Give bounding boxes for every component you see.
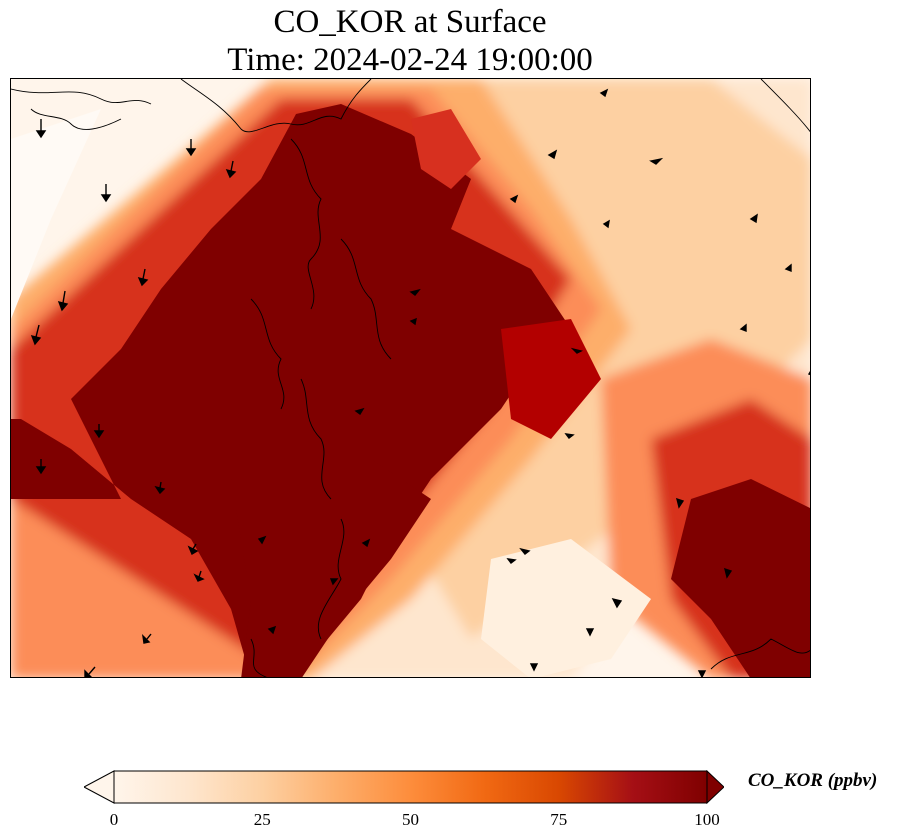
wind-vector	[329, 578, 339, 586]
map-panel	[10, 78, 811, 678]
low-patch-south	[481, 539, 651, 677]
wind-vector	[547, 149, 558, 160]
wind-vector	[724, 567, 733, 579]
colorbar-extend-min	[84, 770, 115, 804]
wind-vector	[739, 323, 747, 333]
wind-vector	[30, 324, 42, 346]
coastline-ne	[760, 79, 810, 133]
wind-vector	[697, 670, 707, 677]
wind-vector	[354, 407, 365, 416]
wind-vector	[35, 459, 47, 475]
low-patch-west	[11, 109, 101, 319]
plume-core	[11, 104, 571, 677]
wind-vector	[564, 433, 575, 439]
wind-vector	[570, 347, 584, 354]
wind-vector	[93, 424, 105, 439]
colorbar	[84, 770, 724, 805]
colorbar-ramp	[113, 770, 708, 804]
wind-vector	[193, 570, 205, 582]
map-title: CO_KOR at Surface	[273, 4, 547, 40]
wind-vector	[361, 538, 371, 548]
wind-vector	[267, 625, 277, 635]
wind-vector	[137, 268, 149, 287]
wind-vector	[676, 497, 685, 509]
wind-vector	[602, 219, 610, 229]
wind-vector	[599, 88, 609, 98]
wind-vector	[187, 543, 199, 556]
wind-vector	[509, 194, 519, 204]
wind-vector	[57, 290, 69, 312]
wind-vector	[35, 119, 47, 139]
wind-vector	[749, 213, 758, 224]
wind-vector	[142, 633, 152, 644]
wind-vector	[100, 184, 112, 203]
wind-vector	[807, 370, 810, 376]
wind-vector	[84, 666, 96, 677]
colorbar-extend-max	[706, 770, 724, 805]
wind-vector	[506, 558, 517, 564]
wind-vector	[784, 263, 792, 273]
colorbar-label: CO_KOR (ppbv)	[748, 770, 878, 791]
wind-vector	[225, 160, 237, 179]
concentration-map	[11, 79, 810, 677]
colorbar-tick-label: 25	[253, 810, 271, 829]
map-timestamp: Time: 2024-02-24 19:00:00	[227, 42, 593, 78]
wind-vector	[409, 288, 421, 296]
plume-edge-ne	[411, 109, 481, 189]
colorbar-tick-label: 75	[550, 810, 568, 829]
wind-vector	[185, 139, 197, 157]
wind-vector	[585, 628, 595, 637]
wind-vector	[529, 663, 539, 672]
colorbar-tick-label: 50	[402, 810, 419, 829]
coastline-inland	[250, 138, 810, 677]
colorbar-tick-label: 100	[694, 810, 720, 829]
wind-vector	[257, 535, 267, 545]
coastline-nw	[11, 79, 372, 133]
plume-se	[671, 479, 810, 677]
wind-vector	[409, 317, 417, 326]
wind-vector	[519, 547, 531, 555]
plume-edge-e	[501, 319, 601, 439]
colorbar-tick-label: 0	[109, 810, 119, 829]
wind-vector	[649, 157, 664, 165]
wind-vector	[611, 597, 623, 609]
plume-lower-arm	[231, 439, 431, 677]
wind-vector	[154, 481, 166, 495]
